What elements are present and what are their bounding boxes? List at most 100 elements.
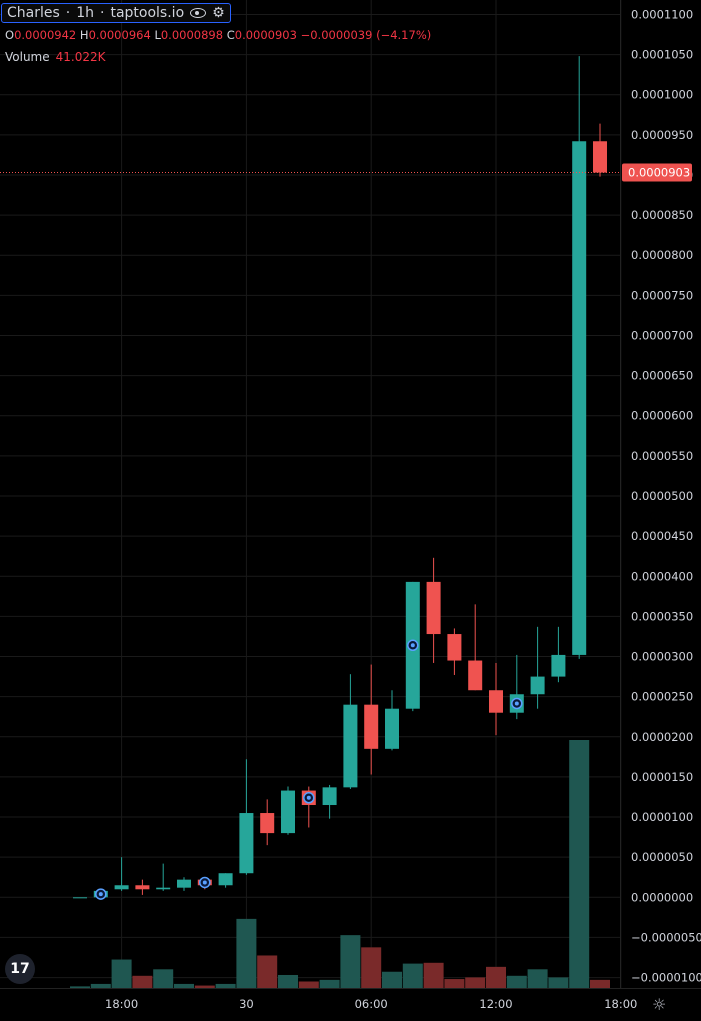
- candle-body: [593, 141, 607, 173]
- candle-body: [135, 885, 150, 890]
- chart-grid: [0, 0, 622, 988]
- time-tick-label: 18:00: [105, 997, 138, 1011]
- candle-body: [426, 581, 441, 635]
- volume-bar: [257, 955, 278, 988]
- volume-bar: [278, 974, 298, 988]
- symbol-box[interactable]: Charles · 1h · taptools.io ⚙: [1, 3, 231, 23]
- time-tick-label: 30: [239, 997, 254, 1011]
- volume-bar: [382, 971, 402, 988]
- price-tick-label: 0.0000600: [631, 409, 693, 423]
- open-label: O: [5, 28, 15, 42]
- price-tick-label: −0.0000050: [631, 930, 701, 944]
- close-label: C: [226, 28, 235, 42]
- volume-bar: [569, 740, 590, 988]
- candle-body: [177, 879, 191, 888]
- event-markers: [95, 639, 523, 900]
- volume-bar: [402, 963, 423, 988]
- candle-body: [260, 813, 275, 834]
- candle-body: [239, 813, 254, 874]
- volume-bar: [215, 983, 236, 988]
- price-axis: 0.0001100 0.0001050 0.0001000 0.0000950 0.00…: [631, 7, 701, 984]
- price-tick-label: 0.0000350: [631, 609, 693, 623]
- symbol-separator: ·: [100, 5, 105, 21]
- volume-bar: [174, 983, 194, 988]
- price-tick-label: 0.0000100: [631, 810, 693, 824]
- price-tick-label: 0.0000550: [631, 449, 693, 463]
- event-marker-dot: [202, 880, 207, 885]
- price-tick-label: 0.0000150: [631, 770, 693, 784]
- low-value: 0.0000898: [160, 28, 224, 42]
- price-tick-label: 0.0000650: [631, 369, 693, 383]
- volume-bar: [90, 983, 111, 988]
- volume-bar: [298, 981, 319, 988]
- time-tick-label: 06:00: [355, 997, 388, 1011]
- candles: [73, 56, 607, 900]
- high-label: H: [79, 28, 89, 42]
- candle-body: [114, 885, 129, 890]
- volume-bar: [194, 985, 215, 988]
- event-marker-dot: [514, 701, 519, 706]
- volume-bars: [70, 740, 610, 988]
- price-tick-label: 0.0000250: [631, 690, 693, 704]
- high-value: 0.0000964: [88, 28, 151, 42]
- volume-bar: [465, 977, 486, 988]
- candle-body: [281, 790, 295, 834]
- volume-bar: [340, 935, 361, 988]
- candle-body: [447, 634, 462, 661]
- candle-body: [364, 704, 379, 749]
- candle-body: [156, 887, 171, 890]
- price-axis-border: [620, 0, 621, 988]
- price-tick-label: 0.0000000: [631, 890, 693, 904]
- volume-bar: [111, 959, 132, 988]
- symbol-name: Charles: [7, 5, 60, 21]
- settings-icon[interactable]: ⚙: [212, 5, 225, 21]
- low-label: L: [154, 28, 161, 42]
- candle-body: [73, 897, 87, 899]
- change-value: −0.0000039 (−4.17%): [300, 28, 432, 42]
- price-tick-label: 0.0000700: [631, 328, 693, 342]
- candle-body: [385, 708, 399, 749]
- volume-bar: [590, 979, 610, 988]
- volume-bar: [506, 975, 527, 988]
- volume-bar: [236, 918, 257, 988]
- time-axis-border: [0, 988, 701, 989]
- price-tick-label: 0.0001000: [631, 88, 693, 102]
- volume-bar: [486, 966, 506, 988]
- candle-body: [572, 141, 587, 655]
- source-label: taptools.io: [110, 5, 185, 21]
- volume-bar: [361, 947, 382, 988]
- chart-settings-icon[interactable]: ☼: [652, 995, 667, 1014]
- time-tick-label: 18:00: [604, 997, 637, 1011]
- candle-body: [468, 660, 483, 691]
- current-price-label: 0.0000903: [622, 163, 692, 182]
- volume-bar: [70, 986, 90, 988]
- price-tick-label: 0.0001100: [631, 7, 693, 21]
- close-value: 0.0000903: [234, 28, 297, 42]
- candle-body: [322, 787, 337, 806]
- volume-bar: [423, 962, 444, 988]
- price-tick-label: 0.0000050: [631, 850, 693, 864]
- volume-bar: [132, 975, 153, 988]
- candle-body: [343, 704, 358, 788]
- symbol-separator: ·: [65, 5, 71, 21]
- volume-label: Volume: [5, 50, 50, 64]
- time-tick-label: 12:00: [479, 997, 512, 1011]
- candle-body: [551, 654, 566, 677]
- price-tick-label: 0.0000400: [631, 569, 693, 583]
- candle-body: [218, 873, 233, 886]
- current-price-value: 0.0000903: [628, 166, 690, 180]
- tradingview-logo-icon[interactable]: 17: [5, 954, 35, 984]
- event-marker-dot: [306, 795, 311, 800]
- price-tick-label: 0.0000200: [631, 730, 693, 744]
- eye-icon[interactable]: [190, 8, 207, 18]
- price-tick-label: 0.0000850: [631, 208, 693, 222]
- open-value: 0.0000942: [14, 28, 77, 42]
- volume-bar: [527, 969, 548, 988]
- price-tick-label: 0.0001050: [631, 48, 693, 62]
- price-tick-label: 0.0000300: [631, 650, 693, 664]
- interval-label: 1h: [76, 5, 95, 21]
- event-marker-dot: [98, 892, 103, 897]
- price-tick-label: 0.0000450: [631, 529, 693, 543]
- volume-value: 41.022K: [55, 50, 106, 64]
